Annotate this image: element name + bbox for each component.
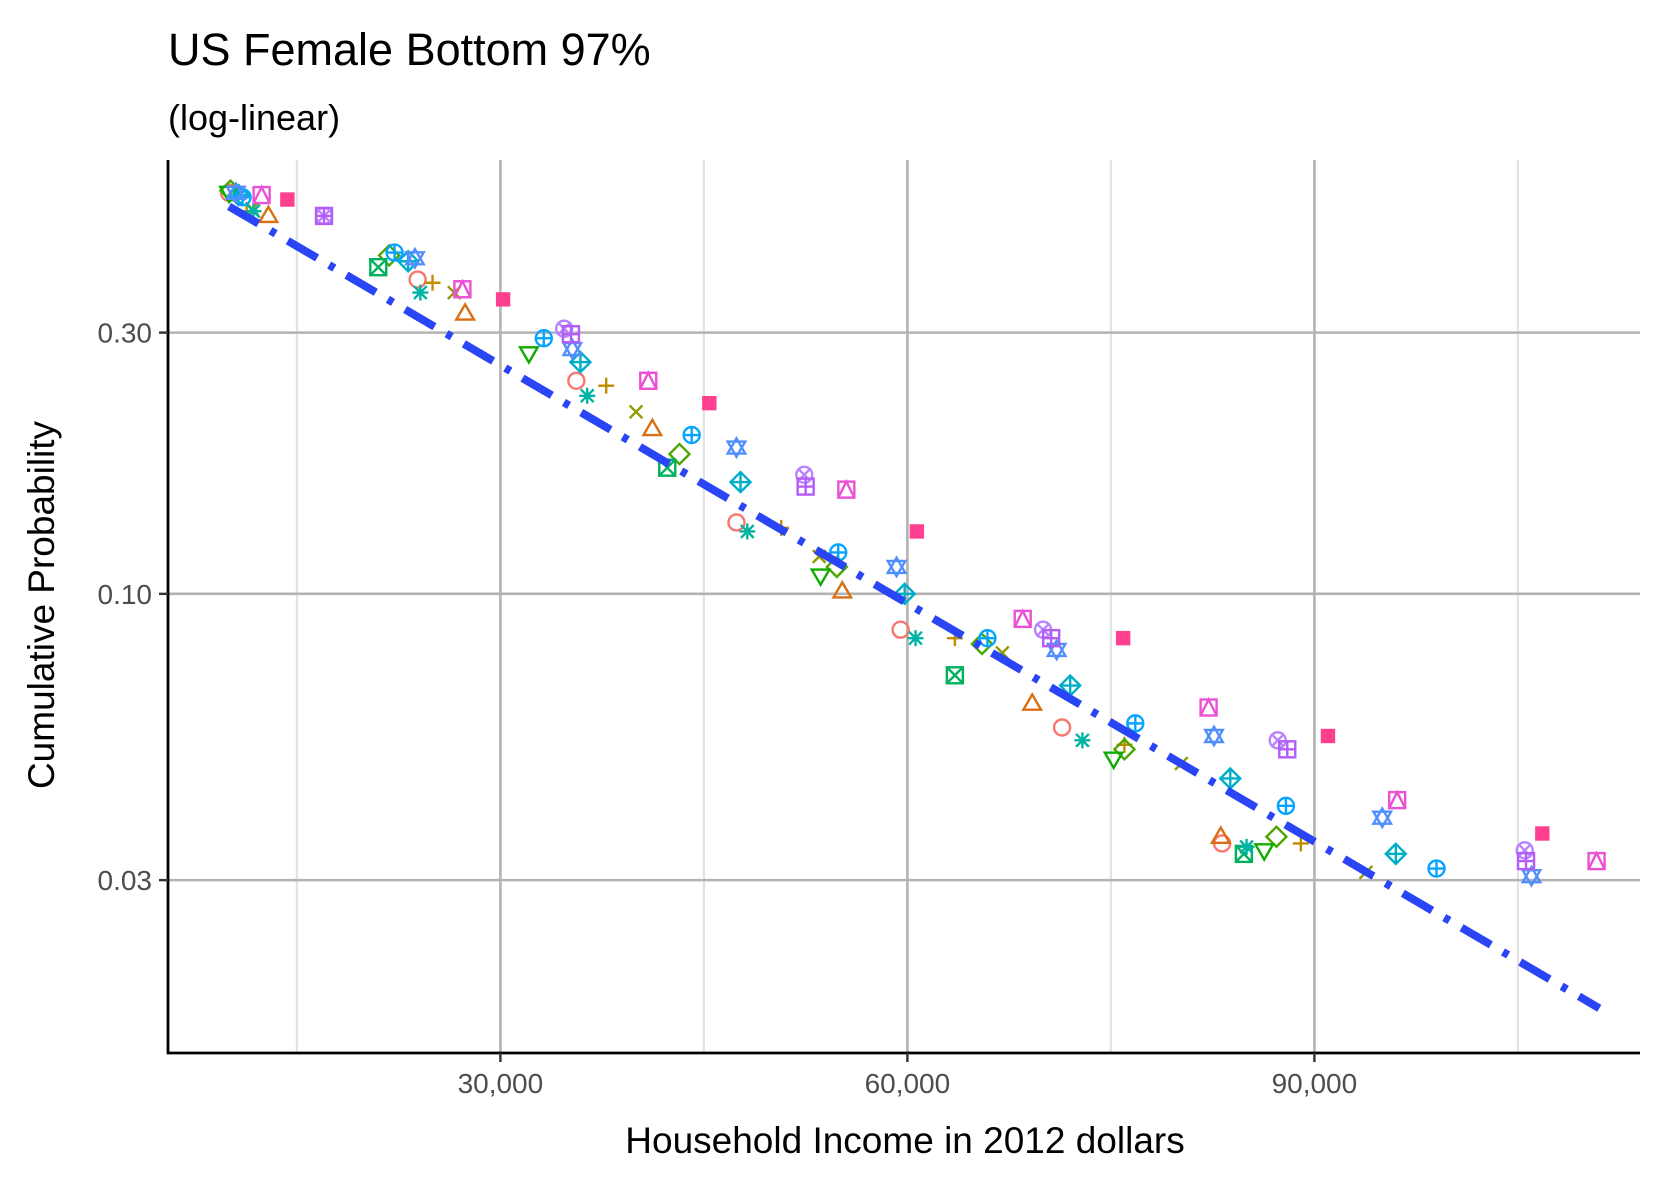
x-tick-label: 30,000 [458,1068,544,1099]
data-point-circle-plus [385,243,404,262]
data-point-square-triangle [252,184,271,205]
data-point-square-triangle [639,370,658,390]
data-point-asterisk [1238,838,1255,855]
data-point-circle [1052,718,1072,737]
y-axis-title: Cumulative Probability [21,420,62,789]
data-point-triangle [1209,825,1232,844]
data-point-square-plus [1516,851,1536,871]
grid-lines [168,160,1640,1053]
chart-title: US Female Bottom 97% [168,24,651,75]
data-point-plus [424,274,441,291]
data-points [218,178,1606,888]
x-tick-label: 90,000 [1272,1068,1358,1099]
data-point-plus [598,377,615,394]
data-point-circle-cross [1515,841,1534,860]
fit-line-layer [227,202,1602,1012]
data-point-circle-plus [1276,796,1296,816]
data-point-star-of-david [1045,638,1068,662]
data-point-star-of-david [404,246,426,270]
data-point-filled-square [1320,728,1336,744]
data-point-circle [567,371,586,390]
data-point-filled-square [280,192,295,207]
data-point-square-plus [796,477,815,496]
data-point-square-plus [1041,628,1061,648]
data-point-diamond-plus [1384,842,1408,866]
data-point-square-plus [561,325,581,344]
fit-line [227,202,1602,1012]
data-point-diamond [970,632,994,656]
data-point-circle-cross [554,319,574,338]
data-point-circle [891,620,910,639]
data-point-circle-plus [534,329,554,348]
data-point-triangle [831,579,854,599]
data-point-circle [727,513,746,532]
data-point-circle-plus [682,425,701,445]
data-point-filled-square [1535,826,1550,841]
data-point-square-triangle [1013,608,1032,629]
data-point-filled-square [1115,630,1131,646]
data-point-filled-square [909,524,925,539]
data-point-triangle [257,204,280,224]
data-point-square-plus [1278,740,1297,759]
data-point-square-cross [945,666,965,685]
data-point-star-of-david [725,435,748,460]
y-tick-label: 0.10 [98,579,153,610]
data-point-square-triangle [1587,850,1606,871]
y-tick-label: 0.30 [98,318,153,349]
data-point-asterisk [907,630,924,647]
data-point-diamond-plus [728,470,753,494]
data-point-square-triangle [1387,789,1407,810]
data-point-star-of-david [1203,724,1225,748]
data-point-star-of-david [224,181,247,205]
y-tick-label: 0.03 [98,865,153,896]
data-point-square-triangle [453,278,472,299]
data-point-diamond [667,442,692,466]
data-point-square-triangle [837,478,856,499]
data-point-triangle-down [1102,751,1125,771]
data-point-square-triangle [1199,696,1218,717]
plot-panel: 30,000 60,000 90,000 0.03 0.10 0.30 [98,160,1640,1099]
data-point-cross [628,404,644,420]
x-axis-title: Household Income in 2012 dollars [625,1120,1184,1161]
data-point-asterisk [1074,732,1091,749]
data-point-asterisk [579,387,596,404]
data-point-triangle [1021,692,1044,711]
axis-ticks: 30,000 60,000 90,000 0.03 0.10 0.30 [98,318,1358,1099]
x-tick-label: 60,000 [865,1068,951,1099]
data-point-triangle-down [809,568,832,588]
data-point-filled-square [495,292,511,307]
data-point-star-of-david [1371,806,1394,830]
data-point-diamond-plus [1218,766,1242,791]
data-point-asterisk [412,284,429,301]
data-point-asterisk [739,523,756,540]
data-point-diamond [1264,825,1289,849]
data-point-triangle-down [1253,843,1276,862]
data-point-square-plus [314,206,334,226]
data-point-circle [408,270,427,289]
data-point-star-of-david [885,555,908,579]
data-point-triangle-down [517,346,540,365]
data-point-square-cross [369,257,388,277]
data-point-circle-plus [1126,714,1145,733]
data-point-circle-plus [1427,859,1446,878]
data-point-diamond [1112,737,1137,762]
data-point-triangle [641,417,664,437]
data-point-triangle [454,301,476,321]
data-point-circle-plus [978,628,997,648]
data-point-filled-square [702,395,717,411]
chart-subtitle: (log-linear) [168,97,340,138]
